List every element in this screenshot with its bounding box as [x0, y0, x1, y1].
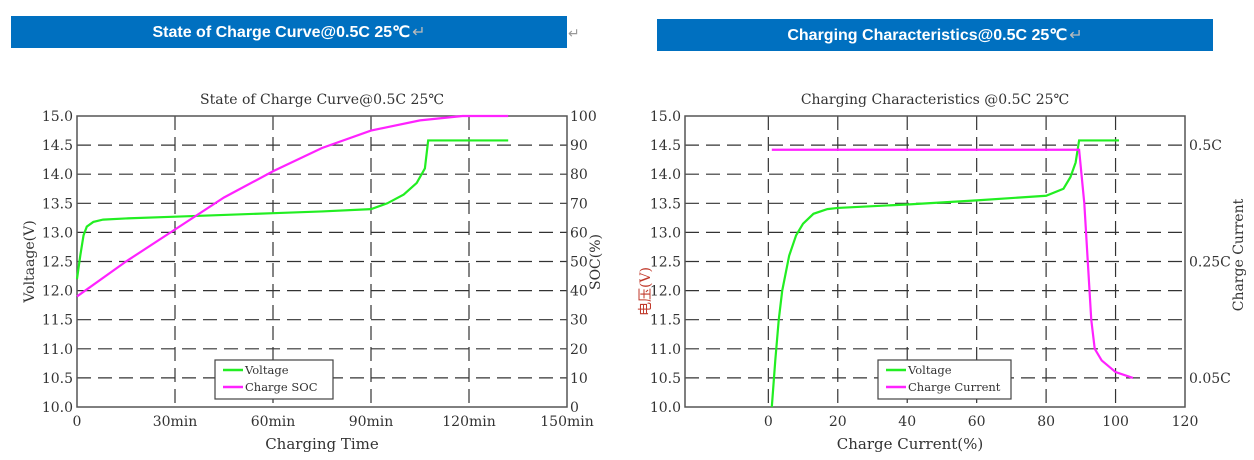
y2-tick-label: 0.25C [1189, 255, 1231, 271]
y-tick-label: 12.5 [650, 255, 681, 271]
x-tick-label: 150min [540, 414, 594, 430]
legend-label: Voltage [907, 363, 952, 377]
x-tick-label: 20 [829, 414, 847, 430]
y-tick-label: 11.0 [650, 342, 681, 358]
series-line-charge-current [771, 148, 1134, 379]
y-tick-label: 10.5 [42, 371, 73, 387]
y-tick-label: 10.5 [650, 371, 681, 387]
plot-frame [684, 115, 1186, 408]
y-tick-label: 10.0 [42, 400, 73, 416]
y-tick-label: 14.0 [42, 167, 73, 183]
y-tick-label: 15.0 [42, 109, 73, 125]
chart-title: State of Charge Curve@0.5C 25℃ [200, 92, 444, 108]
y2-tick-label: 30 [570, 313, 588, 329]
chart-0: State of Charge Curve@0.5C 25℃ 10.0 10.5 11… [22, 92, 604, 453]
x-tick-label: 100 [1102, 414, 1129, 430]
x-tick-label: 0 [73, 414, 82, 430]
legend-label: Charge SOC [245, 380, 318, 394]
series-line-voltage [75, 139, 509, 280]
legend-label: Charge Current [908, 380, 1001, 394]
y-axis-label: Voltaage(V) [22, 220, 38, 303]
x-tick-label: 120 [1172, 414, 1199, 430]
y-tick-label: 13.0 [650, 225, 681, 241]
y2-tick-label: 20 [570, 342, 588, 358]
y-tick-label: 11.5 [42, 313, 73, 329]
y-tick-label: 12.0 [42, 284, 73, 300]
y2-tick-label: 50 [570, 255, 588, 271]
x-tick-label: 80 [1037, 414, 1055, 430]
x-tick-label: 90min [349, 414, 394, 430]
y2-axis-label: SOC(%) [588, 234, 604, 290]
y-tick-label: 11.0 [42, 342, 73, 358]
y-tick-label: 12.5 [42, 255, 73, 271]
y-tick-label: 10.0 [650, 400, 681, 416]
y2-tick-label: 0 [570, 400, 579, 416]
x-tick-label: 120min [442, 414, 496, 430]
y-axis-label: 电压(V) [638, 267, 654, 316]
series-line-voltage [770, 139, 1120, 408]
x-tick-label: 0 [764, 414, 773, 430]
y-tick-label: 11.5 [650, 313, 681, 329]
y-tick-label: 14.5 [42, 138, 73, 154]
right-chart-header: Charging Characteristics@0.5C 25℃ ↵ [657, 19, 1213, 51]
return-mark: ↵ [1069, 27, 1083, 44]
y-tick-label: 12.0 [650, 284, 681, 300]
legend-box [214, 359, 334, 400]
y2-tick-label: 100 [570, 109, 597, 125]
y2-axis-label: Charge Current [1231, 198, 1247, 311]
legend-label: Voltage [244, 363, 289, 377]
x-tick-label: 60 [968, 414, 986, 430]
series-line-charge-soc [76, 114, 509, 298]
y-tick-label: 13.0 [42, 225, 73, 241]
chart-1: Charging Characteristics @0.5C 25℃ 10.0 10… [638, 92, 1247, 453]
plot-frame [76, 115, 568, 408]
x-axis-label: Charge Current(%) [837, 435, 984, 453]
y2-tick-label: 40 [570, 284, 588, 300]
y2-tick-label: 0.5C [1189, 138, 1222, 154]
x-tick-label: 60min [251, 414, 296, 430]
x-tick-label: 30min [153, 414, 198, 430]
y2-tick-label: 70 [570, 196, 588, 212]
y-tick-label: 14.0 [650, 167, 681, 183]
y2-tick-label: 60 [570, 225, 588, 241]
y2-tick-label: 10 [570, 371, 588, 387]
y2-tick-label: 0.05C [1189, 371, 1231, 387]
x-axis-label: Charging Time [265, 435, 379, 453]
x-tick-label: 40 [898, 414, 916, 430]
left-chart-header: State of Charge Curve@0.5C 25℃ ↵ [11, 16, 567, 48]
right-header-title: Charging Characteristics@0.5C 25℃ [787, 27, 1068, 44]
left-header-title: State of Charge Curve@0.5C 25℃ [152, 24, 411, 41]
return-mark: ↵ [568, 26, 580, 42]
y-tick-label: 13.5 [650, 196, 681, 212]
y-tick-label: 14.5 [650, 138, 681, 154]
y2-tick-label: 80 [570, 167, 588, 183]
legend-box [877, 359, 1012, 400]
return-mark: ↵ [412, 24, 426, 41]
y2-tick-label: 90 [570, 138, 588, 154]
chart-title: Charging Characteristics @0.5C 25℃ [801, 92, 1069, 108]
y-tick-label: 15.0 [650, 109, 681, 125]
y-tick-label: 13.5 [42, 196, 73, 212]
